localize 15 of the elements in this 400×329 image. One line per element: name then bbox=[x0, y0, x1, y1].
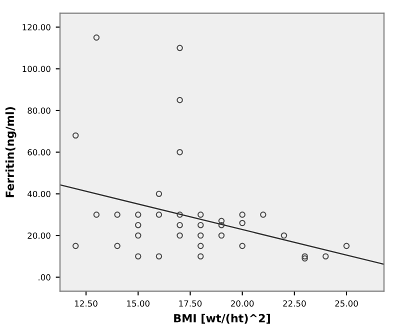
y-tick-label: 60.00 bbox=[28, 149, 50, 156]
x-tick-label: 22.50 bbox=[283, 300, 306, 307]
x-tick-label: 17.50 bbox=[179, 300, 202, 307]
y-axis-title: Ferritin(ng/ml) bbox=[5, 107, 16, 198]
y-tick-label: 100.00 bbox=[22, 66, 50, 72]
y-tick-label: 40.00 bbox=[28, 190, 50, 198]
y-tick-label: .00 bbox=[38, 274, 50, 280]
x-tick-label: 25.00 bbox=[335, 300, 358, 307]
y-tick-label: 20.00 bbox=[28, 232, 50, 239]
x-tick-label: 15.00 bbox=[127, 300, 150, 307]
y-tick-label: 120.00 bbox=[22, 24, 50, 30]
x-axis-title: BMI [wt/(ht)^2] bbox=[174, 314, 270, 324]
x-tick-label: 20.00 bbox=[230, 300, 254, 307]
x-tick-label: 12.50 bbox=[75, 300, 98, 307]
y-tick-label: 80.00 bbox=[28, 107, 50, 114]
